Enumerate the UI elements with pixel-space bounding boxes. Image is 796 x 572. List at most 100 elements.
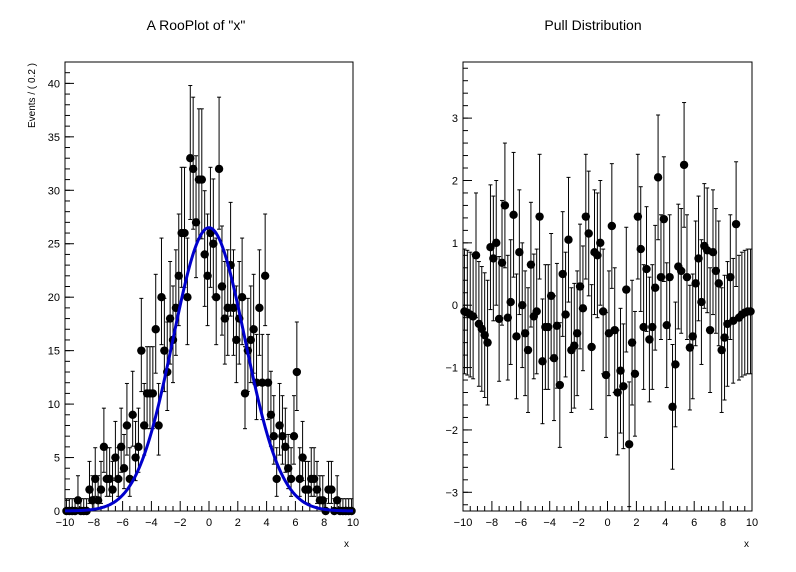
- data-point: [154, 421, 163, 430]
- data-point: [581, 212, 591, 221]
- data-point: [691, 279, 700, 288]
- data-point: [114, 474, 123, 484]
- data-point: [292, 367, 302, 377]
- data-point: [272, 474, 281, 484]
- data-point: [309, 474, 319, 484]
- data-point: [746, 307, 755, 316]
- data-point: [575, 282, 585, 291]
- data-point: [492, 238, 501, 248]
- data-point: [645, 335, 654, 344]
- left-axis-ticks: [64, 61, 354, 512]
- data-point: [500, 201, 510, 210]
- data-point: [483, 338, 492, 347]
- data-point: [622, 285, 631, 294]
- data-point: [249, 325, 258, 334]
- y-tick-label: 1: [452, 238, 458, 250]
- data-point: [304, 485, 313, 494]
- y-tick-label: 5: [54, 453, 60, 465]
- data-point: [679, 160, 689, 170]
- data-point: [555, 380, 565, 390]
- data-point: [610, 325, 619, 335]
- data-point: [200, 250, 209, 259]
- data-point: [526, 260, 536, 269]
- data-point: [630, 369, 640, 379]
- data-point: [688, 332, 697, 341]
- data-point: [275, 421, 284, 430]
- data-point: [284, 464, 293, 473]
- data-point: [73, 496, 83, 505]
- data-point: [694, 254, 703, 263]
- data-point: [214, 164, 224, 174]
- data-point: [91, 474, 100, 484]
- right-data-points: [460, 160, 755, 449]
- x-tick-label: −6: [515, 517, 528, 529]
- data-point: [494, 314, 504, 324]
- data-point: [578, 304, 588, 313]
- data-point: [503, 313, 512, 322]
- data-point: [535, 212, 544, 221]
- data-point: [119, 464, 129, 473]
- data-point: [564, 235, 573, 244]
- data-point: [197, 175, 206, 184]
- data-point: [137, 346, 146, 355]
- data-point: [266, 410, 276, 419]
- y-tick-label: 0: [452, 300, 458, 312]
- data-point: [587, 342, 596, 352]
- data-point: [572, 329, 582, 338]
- data-point: [269, 431, 278, 441]
- data-point: [174, 271, 183, 281]
- data-point: [642, 264, 651, 274]
- y-tick-label: 20: [48, 292, 60, 304]
- data-point: [88, 496, 97, 505]
- data-point: [151, 325, 160, 334]
- left-y-axis-label: Events / ( 0.2 ): [27, 63, 38, 128]
- data-point: [286, 474, 296, 484]
- data-point: [327, 485, 336, 494]
- data-point: [570, 341, 579, 350]
- data-point: [561, 310, 570, 319]
- data-point: [96, 485, 106, 494]
- data-point: [180, 228, 189, 238]
- right-error-bars: [462, 102, 753, 508]
- data-point: [122, 421, 132, 430]
- x-tick-label: 4: [662, 517, 668, 529]
- data-point: [471, 251, 481, 260]
- data-point: [697, 297, 706, 307]
- data-point: [650, 283, 660, 292]
- data-point: [648, 322, 657, 332]
- data-point: [546, 291, 556, 301]
- left-data-points: [62, 154, 356, 516]
- y-tick-label: 30: [48, 185, 60, 197]
- y-tick-label: −1: [445, 363, 458, 375]
- data-point: [549, 354, 559, 363]
- x-tick-label: 6: [691, 517, 697, 529]
- data-point: [523, 345, 533, 355]
- x-tick-label: −10: [56, 517, 75, 529]
- data-point: [665, 272, 674, 282]
- data-point: [246, 335, 255, 345]
- data-point: [659, 214, 669, 224]
- data-point: [515, 248, 524, 257]
- data-point: [607, 221, 617, 231]
- data-point: [263, 378, 273, 387]
- left-fit-curve-group: [65, 226, 353, 513]
- data-point: [616, 366, 625, 375]
- data-point: [278, 431, 287, 441]
- data-point: [332, 496, 342, 505]
- y-tick-label: 35: [48, 132, 60, 144]
- data-point: [212, 292, 221, 302]
- data-point: [85, 485, 94, 494]
- data-point: [255, 303, 264, 313]
- data-point: [111, 453, 120, 462]
- data-point: [298, 453, 307, 462]
- data-point: [468, 312, 478, 321]
- data-point: [552, 321, 562, 330]
- data-point: [676, 266, 686, 276]
- x-tick-label: 0: [206, 517, 212, 529]
- data-point: [509, 210, 518, 219]
- data-point: [477, 324, 486, 334]
- x-tick-label: 0: [604, 517, 610, 529]
- x-tick-label: −2: [174, 517, 187, 529]
- data-point: [720, 333, 729, 342]
- fit-curve: [65, 226, 353, 513]
